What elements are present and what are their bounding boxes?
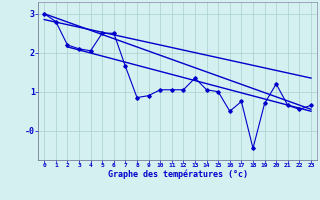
X-axis label: Graphe des températures (°c): Graphe des températures (°c)	[108, 170, 248, 179]
